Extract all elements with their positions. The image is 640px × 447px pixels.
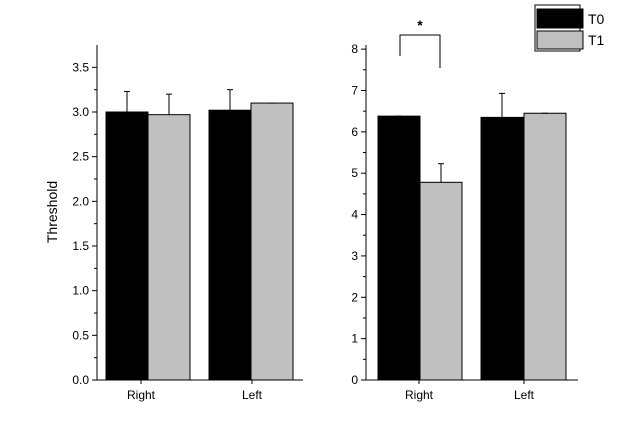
y-tick-label: 3.0 — [72, 105, 89, 119]
x-tick-label: Right — [405, 388, 434, 402]
bar-left-t0 — [208, 109, 252, 381]
y-tick-label: 3.5 — [72, 60, 89, 74]
y-tick-label: 0 — [351, 373, 358, 387]
bar-left-t0 — [480, 116, 524, 381]
left-panel: 0.0 0.5 1.0 1.5 2.0 2.5 3.0 3.5 Right Left Thres… — [44, 45, 303, 402]
y-tick-label: 7 — [351, 83, 358, 97]
legend-label-t0: T0 — [588, 11, 605, 27]
y-tick-label: 4 — [351, 208, 358, 222]
bar-right-t1 — [147, 114, 191, 381]
legend-label-t1: T1 — [588, 32, 605, 48]
y-tick-label: 6 — [351, 125, 358, 139]
y-tick-label: 1.5 — [72, 239, 89, 253]
legend: T0 T1 — [534, 4, 605, 52]
x-tick-label: Right — [127, 388, 156, 402]
x-tick-label: Left — [514, 388, 535, 402]
legend-swatch-t0 — [536, 8, 584, 29]
right-bars — [377, 92, 567, 381]
bar-left-t1 — [523, 112, 567, 381]
y-tick-label: 2.5 — [72, 150, 89, 164]
y-tick-label: 1 — [351, 332, 358, 346]
x-tick-label: Left — [242, 388, 263, 402]
y-axis-label: Threshold — [44, 181, 60, 243]
y-tick-label: 2 — [351, 290, 358, 304]
y-tick-label: 3 — [351, 249, 358, 263]
left-bars — [105, 89, 294, 381]
y-tick-label: 8 — [351, 42, 358, 56]
legend-swatch-t1 — [536, 30, 584, 50]
left-y-ticks: 0.0 0.5 1.0 1.5 2.0 2.5 3.0 3.5 — [72, 60, 97, 387]
y-tick-label: 0.0 — [72, 373, 89, 387]
right-category-labels: Right Left — [405, 380, 535, 402]
y-tick-label: 0.5 — [72, 328, 89, 342]
right-panel: 0 1 2 3 4 5 6 7 8 Right Left * T0 T1 — [351, 4, 605, 402]
significance-bracket — [399, 34, 441, 68]
y-tick-label: 5 — [351, 166, 358, 180]
left-category-labels: Right Left — [127, 380, 263, 402]
right-y-ticks: 0 1 2 3 4 5 6 7 8 — [351, 42, 366, 387]
significance-marker: * — [417, 17, 423, 33]
bar-right-t1 — [419, 181, 463, 381]
bar-left-t1 — [250, 102, 294, 381]
bar-right-t0 — [105, 111, 149, 381]
y-tick-label: 1.0 — [72, 284, 89, 298]
y-tick-label: 2.0 — [72, 194, 89, 208]
bar-right-t0 — [377, 115, 421, 381]
